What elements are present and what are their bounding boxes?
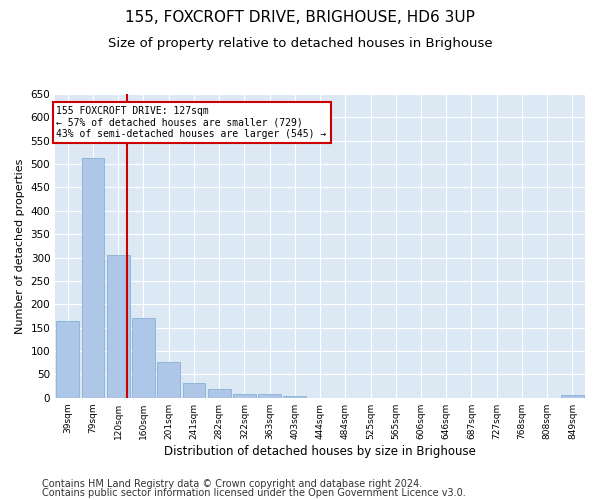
Text: Contains public sector information licensed under the Open Government Licence v3: Contains public sector information licen… [42,488,466,498]
Text: 155 FOXCROFT DRIVE: 127sqm
← 57% of detached houses are smaller (729)
43% of sem: 155 FOXCROFT DRIVE: 127sqm ← 57% of deta… [56,106,326,139]
X-axis label: Distribution of detached houses by size in Brighouse: Distribution of detached houses by size … [164,444,476,458]
Bar [561,396,584,398]
Bar [208,389,230,398]
Bar [157,362,180,398]
Y-axis label: Number of detached properties: Number of detached properties [15,158,25,334]
Bar [132,318,155,398]
Bar [56,320,79,398]
Bar [233,394,256,398]
Bar [82,158,104,398]
Bar [182,383,205,398]
Text: Size of property relative to detached houses in Brighouse: Size of property relative to detached ho… [107,38,493,51]
Text: 155, FOXCROFT DRIVE, BRIGHOUSE, HD6 3UP: 155, FOXCROFT DRIVE, BRIGHOUSE, HD6 3UP [125,10,475,25]
Bar [283,396,306,398]
Text: Contains HM Land Registry data © Crown copyright and database right 2024.: Contains HM Land Registry data © Crown c… [42,479,422,489]
Bar [258,394,281,398]
Bar [107,255,130,398]
